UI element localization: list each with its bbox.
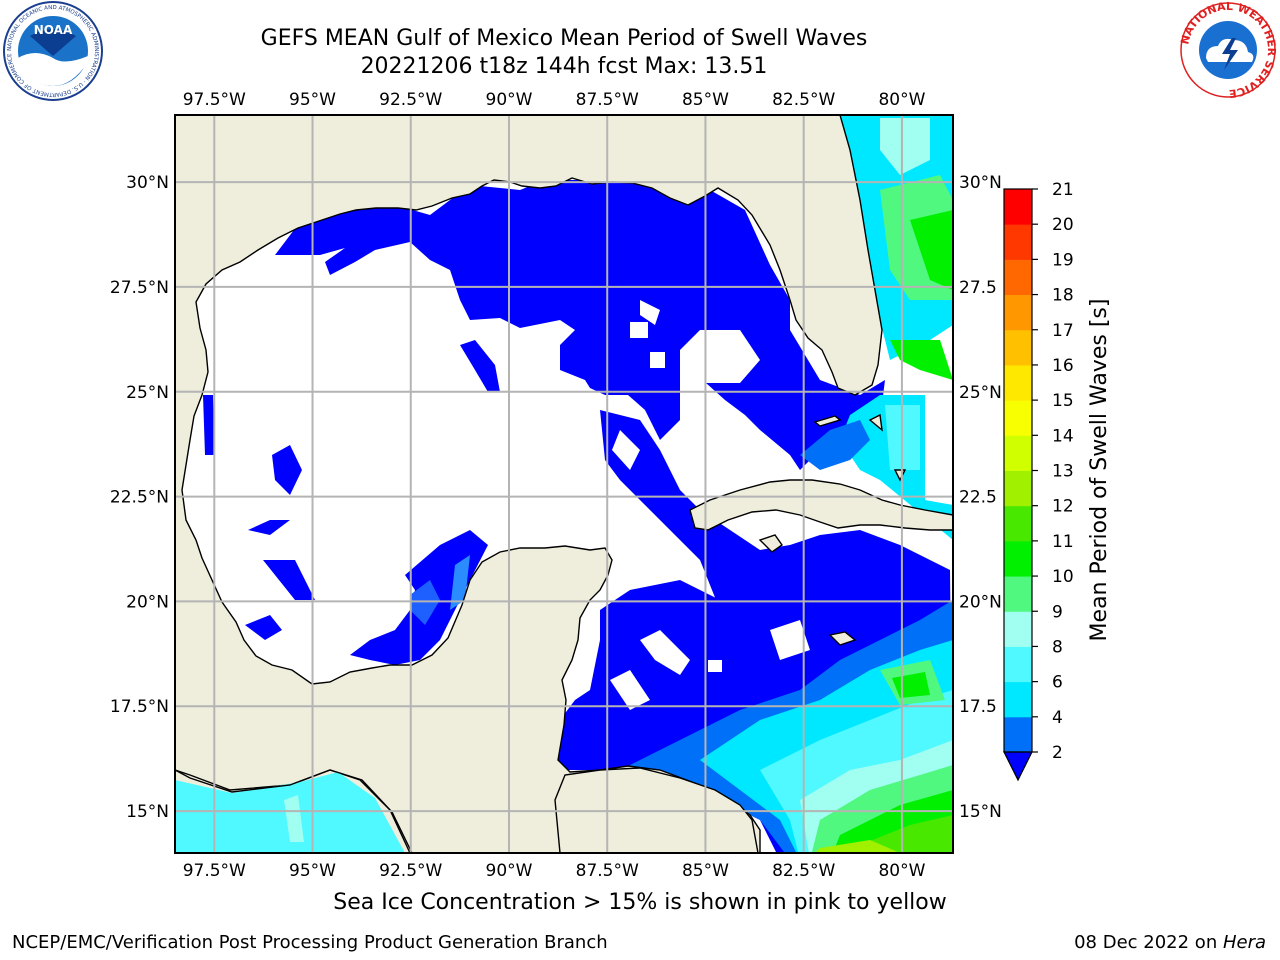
colorbar-segment <box>1004 716 1032 753</box>
noaa-wordmark: NOAA <box>34 23 73 37</box>
colorbar-segment <box>1004 540 1032 577</box>
lon-tick-bottom: 82.5°W <box>772 861 835 881</box>
lon-tick-top: 85°W <box>682 90 729 110</box>
footer-host: Hera <box>1222 932 1266 953</box>
colorbar-segment <box>1004 189 1032 225</box>
nws-logo: NATIONAL WEATHER SERVICE <box>1178 0 1278 100</box>
colorbar-segment <box>1004 576 1032 612</box>
lon-tick-top: 95°W <box>289 90 336 110</box>
lightning-icon <box>1222 38 1238 70</box>
colorbar-tick-label: 11 <box>1052 532 1074 552</box>
lat-tick-right: 17.5 <box>959 697 997 717</box>
lat-tick-left: 30°N <box>126 173 169 193</box>
colorbar-tick-label: 2 <box>1052 743 1063 763</box>
lat-tick-left: 20°N <box>126 592 169 612</box>
colorbar-label: Mean Period of Swell Waves [s] <box>1087 299 1112 642</box>
colorbar-segment <box>1004 224 1032 260</box>
lon-tick-bottom: 80°W <box>878 861 925 881</box>
lat-tick-left: 15°N <box>126 802 169 822</box>
colorbar-tick-label: 12 <box>1052 497 1074 517</box>
colorbar-tick-label: 6 <box>1052 673 1063 693</box>
lat-tick-right: 30°N <box>959 173 1002 193</box>
swell-field-northeast-gulf <box>275 180 885 470</box>
colorbar-tick-label: 14 <box>1052 426 1074 446</box>
map-frame <box>174 114 954 854</box>
map-graticule <box>175 115 953 853</box>
chart-title: GEFS MEAN Gulf of Mexico Mean Period of … <box>260 26 868 51</box>
lon-tick-top: 87.5°W <box>576 90 639 110</box>
lon-tick-bottom: 92.5°W <box>379 861 442 881</box>
colorbar-tick-label: 9 <box>1052 602 1063 622</box>
pacific-coastline <box>175 769 413 853</box>
chart-subtitle: 20221206 t18z 144h fcst Max: 13.51 <box>360 54 768 79</box>
swell-field-bay-of-campeche <box>203 340 500 665</box>
colorbar-tick-label: 18 <box>1052 286 1074 306</box>
longitude-labels-top: 97.5°W 95°W 92.5°W 90°W 87.5°W 85°W 82.5°W 80°W <box>183 90 926 110</box>
lat-tick-right: 25°N <box>959 383 1002 403</box>
colorbar-segment <box>1004 329 1032 366</box>
colorbar-segment <box>1004 611 1032 647</box>
land-isla-de-la-juventud <box>758 534 783 553</box>
footer-date-text: 08 Dec 2022 on <box>1074 932 1223 953</box>
colorbar-segment <box>1004 681 1032 718</box>
sea-ice-note: Sea Ice Concentration > 15% is shown in … <box>333 890 947 915</box>
lat-tick-right: 22.5 <box>959 488 997 508</box>
longitude-labels-bottom: 97.5°W 95°W 92.5°W 90°W 87.5°W 85°W 82.5°W 80°W <box>183 861 926 881</box>
lon-tick-bottom: 95°W <box>289 861 336 881</box>
lon-tick-top: 92.5°W <box>379 90 442 110</box>
colorbar-under-arrow <box>1003 751 1033 782</box>
lat-tick-right: 15°N <box>959 802 1002 822</box>
lon-tick-top: 82.5°W <box>772 90 835 110</box>
colorbar-tick-label: 4 <box>1052 708 1063 728</box>
colorbar-segment <box>1004 435 1032 471</box>
colorbar-tick-label: 13 <box>1052 462 1074 482</box>
lon-tick-bottom: 87.5°W <box>576 861 639 881</box>
land-cuba <box>689 479 953 531</box>
lon-tick-top: 90°W <box>486 90 533 110</box>
lon-tick-top: 80°W <box>878 90 925 110</box>
colorbar-tick-label: 19 <box>1052 250 1074 270</box>
swell-field-atlantic <box>800 115 953 540</box>
land-jamaica <box>828 631 857 646</box>
footer-credit: NCEP/EMC/Verification Post Processing Pr… <box>12 932 608 953</box>
lat-tick-left: 17.5°N <box>110 697 169 717</box>
colorbar: 2 4 6 8 9 10 11 12 13 14 15 16 17 18 19 20 21 <box>1003 180 1074 782</box>
lat-tick-right: 20°N <box>959 592 1002 612</box>
lon-tick-bottom: 90°W <box>486 861 533 881</box>
colorbar-tick-label: 17 <box>1052 321 1074 341</box>
colorbar-tick-label: 16 <box>1052 356 1074 376</box>
lon-tick-bottom: 85°W <box>682 861 729 881</box>
latitude-labels-left: 30°N 27.5°N 25°N 22.5°N 20°N 17.5°N 15°N <box>110 173 169 822</box>
colorbar-tick-label: 8 <box>1052 637 1063 657</box>
lat-tick-right: 27.5 <box>959 278 997 298</box>
colorbar-segment <box>1004 259 1032 296</box>
colorbar-segment <box>1004 364 1032 401</box>
latitude-labels-right: 30°N 27.5 25°N 22.5 20°N 17.5 15°N <box>959 173 1002 822</box>
lon-tick-top: 97.5°W <box>183 90 246 110</box>
colorbar-tick-label: 10 <box>1052 567 1074 587</box>
lat-tick-left: 22.5°N <box>110 488 169 508</box>
colorbar-tick-label: 15 <box>1052 391 1074 411</box>
footer-date: 08 Dec 2022 on Hera <box>1074 932 1266 953</box>
lat-tick-left: 27.5°N <box>110 278 169 298</box>
swell-field-eastern-pacific-overlay <box>175 772 405 853</box>
land-florida-keys <box>813 415 842 427</box>
colorbar-segment <box>1004 646 1032 683</box>
noaa-logo: NATIONAL OCEANIC AND ATMOSPHERIC ADMINIS… <box>3 1 103 101</box>
colorbar-segment <box>1004 294 1032 331</box>
colorbar-tick-label: 20 <box>1052 215 1074 235</box>
colorbar-segment <box>1004 505 1032 542</box>
colorbar-segment <box>1004 400 1032 436</box>
lat-tick-left: 25°N <box>126 383 169 403</box>
lon-tick-bottom: 97.5°W <box>183 861 246 881</box>
colorbar-segment <box>1004 470 1032 507</box>
colorbar-tick-label: 21 <box>1052 180 1074 200</box>
